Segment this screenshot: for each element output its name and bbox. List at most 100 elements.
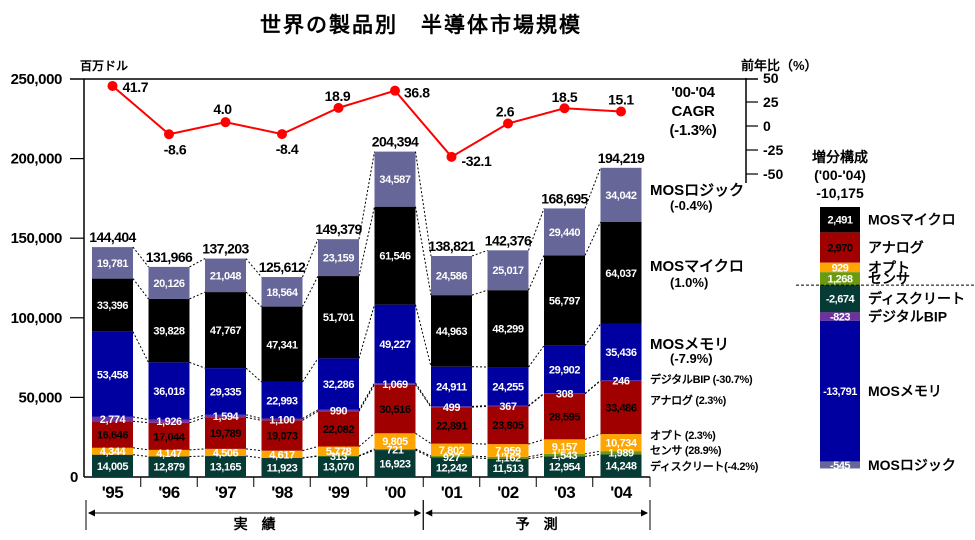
- connector-line: [471, 457, 488, 460]
- x-tick-label: '04: [610, 483, 632, 502]
- bar-segment-opto: [487, 444, 529, 457]
- bar-segment-opto: [92, 447, 133, 455]
- bar-total-label: 168,695: [541, 190, 588, 206]
- connector-line: [302, 409, 319, 419]
- growth-point: [277, 129, 287, 140]
- bar-segment-label-bip: 1,100: [269, 414, 295, 426]
- growth-label: 15.1: [608, 92, 634, 108]
- increment-name-label: デジタルBIP: [868, 309, 947, 325]
- series-micro: [92, 206, 642, 382]
- connector-line: [302, 358, 319, 383]
- connector-line: [415, 304, 432, 367]
- bar-segment-label-memory: 36,018: [153, 386, 185, 398]
- bar-segment-analog: [487, 406, 529, 445]
- bar-segment-opto: [374, 433, 416, 449]
- bar-segment-label-micro: 39,828: [153, 326, 185, 338]
- connector-line: [584, 379, 601, 394]
- period-bracket: 予 測: [422, 500, 651, 532]
- bar-segment-analog: [318, 411, 359, 447]
- bar-segment-analog: [544, 393, 585, 440]
- bar-segment-micro: [261, 306, 303, 382]
- x-tick-label: '98: [271, 483, 292, 502]
- bar-segment-discrete: [318, 456, 359, 477]
- increment-segment: [820, 272, 860, 286]
- increment-name-label: MOSロジック: [868, 457, 956, 473]
- connector-line: [245, 291, 262, 307]
- bar-segment-sensor: [431, 456, 472, 458]
- connector-line: [584, 433, 601, 440]
- connector-line: [189, 416, 206, 424]
- bar-segment-memory: [431, 366, 472, 407]
- bar-segment-label-bip: 499: [443, 402, 460, 414]
- bar-segment-label-micro: 51,701: [323, 312, 355, 324]
- bar-segment-micro: [318, 276, 359, 359]
- bar-total-label: 144,404: [89, 229, 136, 245]
- right-y-tick-label: -50: [763, 166, 783, 182]
- x-tick-label: '02: [497, 483, 518, 502]
- bar-segment-label-logic: 20,126: [153, 278, 185, 290]
- bar-segment-label-micro: 47,767: [210, 325, 242, 337]
- y-tick-label: 250,000: [11, 71, 62, 88]
- bar-segment-label-analog: 28,595: [549, 412, 581, 424]
- connector-line: [528, 208, 545, 251]
- bar-segment-discrete: [261, 458, 303, 477]
- bar-segment-label-analog: 22,082: [323, 424, 355, 436]
- connector-line: [189, 258, 206, 268]
- increment-period: ('00-'04): [814, 167, 866, 183]
- bar-segment-label-memory: 29,335: [210, 386, 242, 398]
- bar-segment-label-opto: 7,959: [495, 445, 521, 457]
- bar-segment-label-sensor: 927: [443, 452, 460, 464]
- connector-line: [584, 167, 601, 209]
- increment-total: -10,175: [816, 185, 864, 201]
- bar-segment-micro: [600, 221, 642, 324]
- connector-line: [132, 416, 149, 421]
- x-tick-label: '01: [441, 483, 462, 502]
- connector-line: [302, 410, 319, 421]
- bar-segment-label-discrete: 11,513: [493, 463, 524, 475]
- connector-line: [358, 449, 375, 457]
- connector-line: [132, 278, 149, 300]
- bar-total-label: 137,203: [202, 241, 249, 257]
- right-y-tick-label: 0: [763, 118, 771, 134]
- stacked-bars: [92, 151, 642, 477]
- bar-segment-label-micro: 64,037: [605, 268, 637, 280]
- bar-segment-label-logic: 25,017: [492, 265, 524, 277]
- increment-header: 増分構成 ('00-'04) -10,175: [790, 148, 890, 202]
- bar-segment-analog: [205, 417, 246, 449]
- bar-segment-label-discrete: 12,954: [549, 462, 582, 474]
- bar-segment-memory: [205, 368, 246, 415]
- growth-line-series: 41.7 -8.6 4.0 -8.4 18.9 36.8 -32.1 2.6 18.5 15.1: [107, 79, 635, 169]
- series-opto: [92, 433, 642, 459]
- bar-segment-discrete: [374, 450, 416, 477]
- legend-cagr-micro: (1.0%): [670, 275, 708, 290]
- bar-total-label: 142,376: [485, 232, 532, 248]
- bar-segment-bip: [318, 409, 359, 412]
- cagr-label: CAGR: [671, 103, 715, 120]
- connector-line: [245, 414, 262, 420]
- connector-line: [528, 345, 545, 368]
- bar-segment-label-logic: 23,159: [323, 253, 355, 265]
- series-logic: [92, 151, 642, 307]
- connector-line: [415, 449, 432, 458]
- growth-label: 2.6: [496, 104, 515, 120]
- connector-line: [358, 432, 375, 447]
- series-analog: [92, 380, 642, 451]
- bar-segment-label-analog: 22,891: [436, 420, 468, 432]
- cagr-value: (-1.3%): [669, 122, 717, 139]
- bar-segment-sensor: [318, 455, 359, 457]
- bar-segment-logic: [148, 266, 190, 299]
- increment-segment: [820, 312, 860, 321]
- bar-segment-discrete: [487, 458, 529, 477]
- growth-point: [107, 80, 118, 91]
- increment-segment: [820, 285, 860, 313]
- bar-segment-logic: [600, 167, 642, 222]
- increment-segment: [820, 461, 860, 469]
- increment-value-label: 929: [832, 262, 849, 274]
- connector-line: [302, 238, 319, 278]
- growth-label: 18.9: [325, 88, 351, 104]
- bar-segment-label-discrete: 14,248: [605, 461, 637, 473]
- connector-line: [584, 453, 601, 457]
- connector-line: [245, 416, 262, 421]
- connector-line: [245, 448, 262, 452]
- bar-segment-bip: [431, 406, 472, 408]
